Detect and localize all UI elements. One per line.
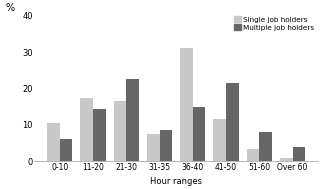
Bar (180, 48, 193, 161)
Bar (60, 139, 72, 161)
Bar (293, 147, 305, 161)
Bar (259, 132, 272, 161)
Bar (226, 83, 239, 161)
Text: %: % (6, 3, 15, 13)
Bar (80, 98, 93, 161)
Bar (93, 108, 106, 161)
Bar (247, 149, 259, 161)
Bar (114, 101, 126, 161)
Bar (126, 79, 139, 161)
Bar (147, 134, 160, 161)
Bar (213, 119, 226, 161)
Bar (193, 107, 205, 161)
Bar (47, 123, 60, 161)
X-axis label: Hour ranges: Hour ranges (150, 177, 202, 186)
Bar (160, 130, 172, 161)
Legend: Single job holders, Multiple job holders: Single job holders, Multiple job holders (234, 16, 315, 31)
Bar (280, 158, 293, 161)
